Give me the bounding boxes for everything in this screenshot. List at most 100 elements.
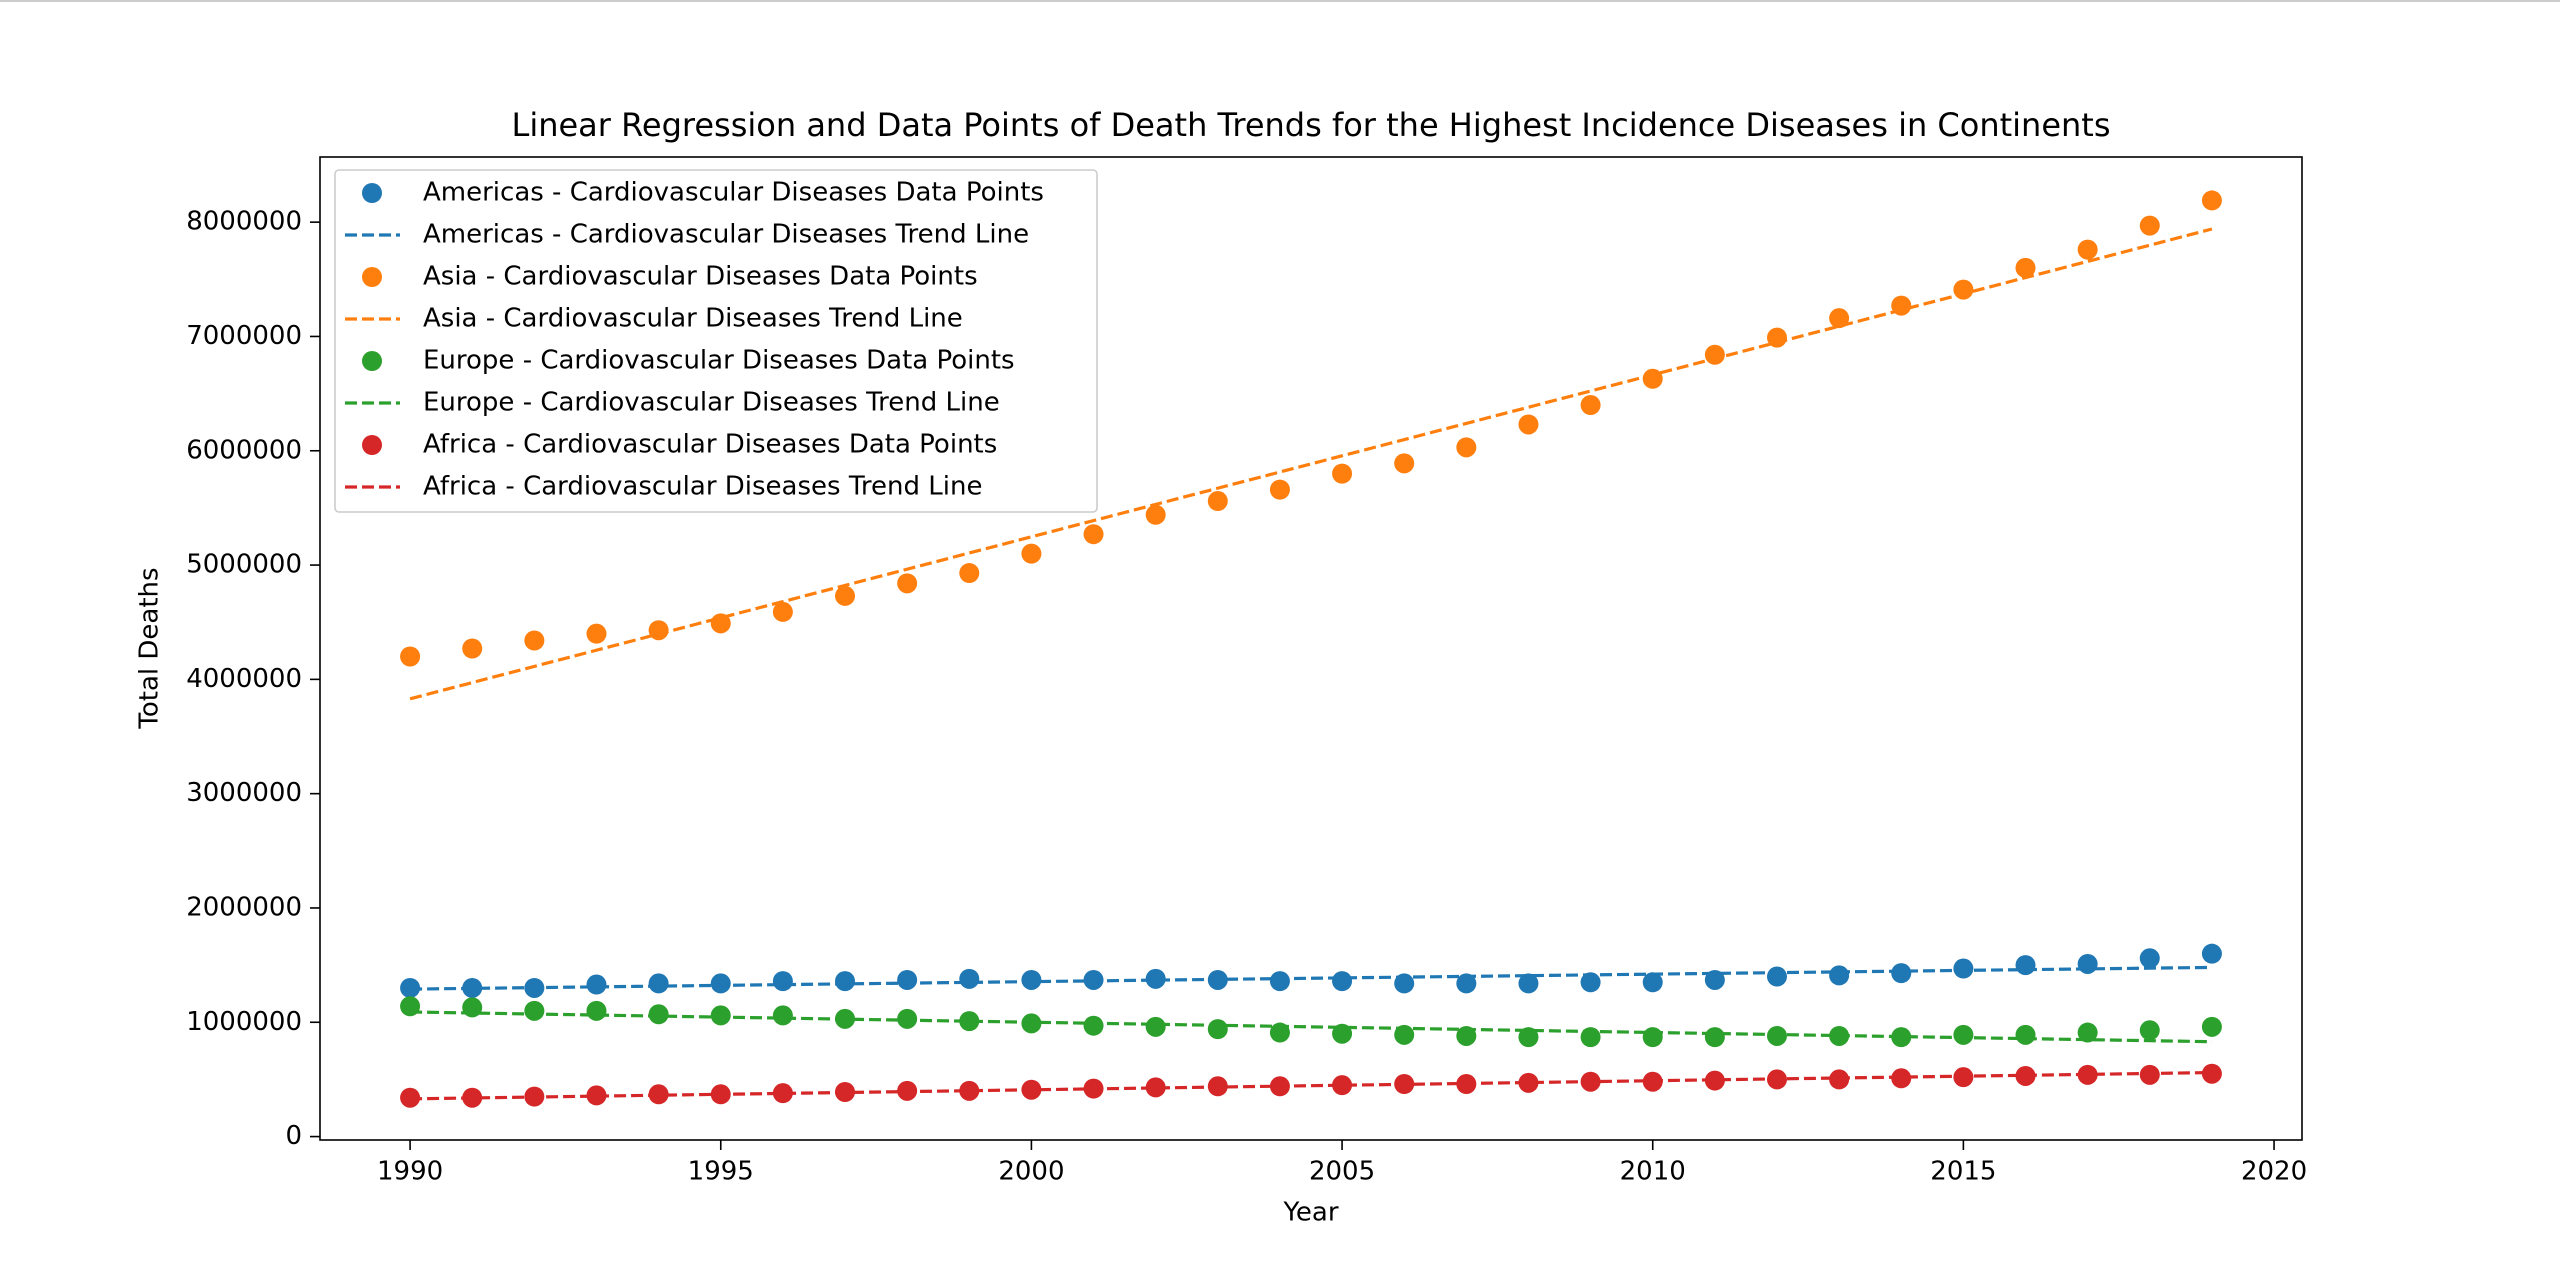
data-point	[959, 1080, 980, 1101]
data-point	[1394, 453, 1415, 474]
data-point	[1083, 524, 1104, 545]
data-point	[1953, 958, 1974, 979]
chart-title: Linear Regression and Data Points of Dea…	[511, 106, 2110, 144]
data-point	[2077, 953, 2098, 974]
data-point	[1145, 968, 1166, 989]
data-point	[1083, 1015, 1104, 1036]
data-point	[1704, 344, 1725, 365]
data-point	[1580, 395, 1601, 416]
y-tick-label: 5000000	[186, 550, 302, 580]
data-point	[1891, 1068, 1912, 1089]
data-point	[897, 573, 918, 594]
data-point	[1207, 1019, 1228, 1040]
x-tick-label: 2020	[2241, 1157, 2307, 1187]
y-tick-label: 1000000	[186, 1007, 302, 1037]
data-point	[1829, 308, 1850, 329]
y-tick-label: 2000000	[186, 892, 302, 922]
data-point	[772, 601, 793, 622]
y-axis-label: Total Deaths	[135, 567, 165, 729]
x-tick-label: 2015	[1930, 1157, 1996, 1187]
data-point	[1332, 1075, 1353, 1096]
data-point	[1829, 965, 1850, 986]
legend-label: Americas - Cardiovascular Diseases Trend…	[423, 220, 1029, 250]
x-axis-label: Year	[1282, 1198, 1338, 1228]
data-point	[586, 1085, 607, 1106]
legend-marker	[362, 351, 382, 371]
data-point	[835, 971, 856, 992]
data-point	[2139, 215, 2160, 236]
data-point	[959, 1011, 980, 1032]
legend-label: Asia - Cardiovascular Diseases Trend Lin…	[423, 304, 963, 334]
data-point	[1891, 963, 1912, 984]
x-tick-label: 2005	[1309, 1157, 1375, 1187]
data-point	[2139, 948, 2160, 969]
data-point	[1953, 1024, 1974, 1045]
data-point	[2201, 1016, 2222, 1037]
legend-marker	[362, 183, 382, 203]
legend-marker	[362, 435, 382, 455]
data-point	[1207, 491, 1228, 512]
data-point	[1642, 1027, 1663, 1048]
data-point	[2077, 239, 2098, 260]
y-tick-label: 0	[285, 1121, 302, 1151]
data-point	[1642, 368, 1663, 389]
data-point	[648, 1004, 669, 1025]
data-point	[2015, 257, 2036, 278]
legend-label: Americas - Cardiovascular Diseases Data …	[423, 178, 1044, 208]
legend-label: Europe - Cardiovascular Diseases Data Po…	[423, 346, 1015, 376]
data-point	[1766, 966, 1787, 987]
data-point	[959, 563, 980, 584]
legend-label: Asia - Cardiovascular Diseases Data Poin…	[423, 262, 978, 292]
data-point	[1891, 1027, 1912, 1048]
data-point	[1518, 973, 1539, 994]
data-point	[1145, 504, 1166, 525]
data-point	[959, 968, 980, 989]
data-point	[1332, 463, 1353, 484]
data-point	[710, 973, 731, 994]
legend-label: Europe - Cardiovascular Diseases Trend L…	[423, 388, 1000, 418]
legend-label: Africa - Cardiovascular Diseases Data Po…	[423, 430, 997, 460]
data-point	[2201, 190, 2222, 211]
legend: Americas - Cardiovascular Diseases Data …	[334, 169, 1098, 513]
data-point	[1518, 414, 1539, 435]
data-point	[2015, 1024, 2036, 1045]
data-point	[772, 1005, 793, 1026]
y-tick-label: 7000000	[186, 321, 302, 351]
data-point	[1642, 972, 1663, 993]
y-tick-label: 3000000	[186, 778, 302, 808]
y-tick-label: 8000000	[186, 207, 302, 237]
data-point	[648, 973, 669, 994]
data-point	[710, 1005, 731, 1026]
data-point	[1953, 279, 1974, 300]
trend-line	[410, 965, 2212, 991]
x-tick-label: 2000	[998, 1157, 1064, 1187]
data-point	[835, 585, 856, 606]
data-point	[400, 646, 421, 667]
data-point	[1580, 972, 1601, 993]
data-point	[772, 1083, 793, 1104]
x-tick-label: 1990	[377, 1157, 443, 1187]
data-point	[1332, 971, 1353, 992]
data-point	[1021, 969, 1042, 990]
data-point	[1021, 543, 1042, 564]
data-point	[1456, 973, 1477, 994]
trend-line	[410, 1010, 2212, 1044]
data-point	[586, 1000, 607, 1021]
data-point	[1269, 479, 1290, 500]
y-tick-label: 6000000	[186, 435, 302, 465]
x-tick-label: 1995	[688, 1157, 754, 1187]
legend-label: Africa - Cardiovascular Diseases Trend L…	[423, 472, 982, 502]
trend-line	[409, 227, 2213, 701]
data-point	[1145, 1016, 1166, 1037]
data-point	[586, 623, 607, 644]
data-point	[2015, 955, 2036, 976]
data-point	[1145, 1077, 1166, 1098]
data-point	[1518, 1072, 1539, 1093]
data-point	[1704, 1027, 1725, 1048]
data-point	[2201, 1063, 2222, 1084]
data-point	[648, 620, 669, 641]
data-point	[2077, 1022, 2098, 1043]
data-point	[462, 638, 483, 659]
y-tick-label: 4000000	[186, 664, 302, 694]
